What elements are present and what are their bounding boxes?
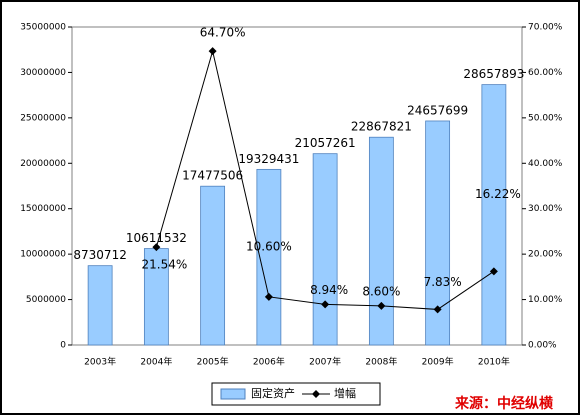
legend-label: 固定资产 [251, 386, 295, 400]
y2-tick-label: 10.00% [528, 295, 563, 305]
y-tick-label: 30000000 [20, 68, 66, 78]
x-tick-label: 2010年 [478, 356, 510, 368]
y2-tick-label: 70.00% [528, 23, 563, 33]
bar [368, 136, 394, 346]
y-tick-label: 0 [60, 341, 66, 351]
line-value-label: 7.83% [424, 275, 462, 289]
x-tick-label: 2004年 [140, 356, 172, 368]
bar-value-label: 17477506 [182, 169, 243, 183]
bar-value-label: 8730712 [73, 248, 126, 262]
bar [312, 153, 338, 346]
bar-value-label: 22867821 [351, 120, 412, 134]
line-marker [489, 267, 498, 276]
x-tick-label: 2005年 [197, 356, 229, 368]
plot-area [71, 26, 523, 346]
legend-marker [312, 390, 320, 398]
line-value-label: 64.70% [200, 26, 246, 40]
x-tick-label: 2006年 [253, 356, 285, 368]
bar [481, 84, 507, 346]
legend-swatch [220, 388, 246, 400]
bar-value-label: 21057261 [295, 136, 356, 150]
y2-tick-label: 60.00% [528, 68, 563, 78]
line-marker [321, 300, 330, 309]
x-tick-label: 2007年 [309, 356, 341, 368]
line-value-label: 21.54% [141, 258, 187, 272]
x-tick-label: 2003年 [84, 356, 116, 368]
bar [200, 185, 226, 346]
source: 来源：中经纵横 [454, 395, 554, 412]
y-tick-label: 10000000 [20, 250, 66, 260]
bar [143, 248, 169, 346]
y2-tick-label: 0.00% [528, 341, 557, 351]
x-tick-label: 2008年 [365, 356, 397, 368]
y2-tick-label: 50.00% [528, 113, 563, 123]
line-marker [152, 243, 161, 252]
line-value-label: 8.94% [310, 283, 348, 297]
line-value-label: 8.60% [362, 284, 400, 298]
y-tick-label: 20000000 [20, 159, 66, 169]
legend-box [211, 382, 381, 406]
bar-value-label: 24657699 [407, 103, 468, 117]
y2-tick-label: 20.00% [528, 250, 563, 260]
line-marker [377, 301, 386, 310]
line-value-label: 16.22% [475, 187, 521, 201]
bar [256, 168, 282, 346]
line-marker [264, 292, 273, 301]
y2-tick-label: 40.00% [528, 159, 563, 169]
legend-label: 增幅 [334, 386, 356, 400]
y-tick-label: 5000000 [26, 295, 66, 305]
bar-value-label: 19329431 [238, 152, 299, 166]
x-tick-label: 2009年 [422, 356, 454, 368]
y2-tick-label: 30.00% [528, 204, 563, 214]
bar-value-label: 28657893 [463, 67, 524, 81]
line-value-label: 10.60% [246, 239, 292, 253]
line-marker [433, 305, 442, 314]
bar [87, 265, 113, 346]
y-tick-label: 25000000 [20, 113, 66, 123]
line-marker [208, 47, 217, 56]
bar-value-label: 10611532 [126, 231, 187, 245]
y-tick-label: 35000000 [20, 23, 66, 33]
y-tick-label: 15000000 [20, 204, 66, 214]
